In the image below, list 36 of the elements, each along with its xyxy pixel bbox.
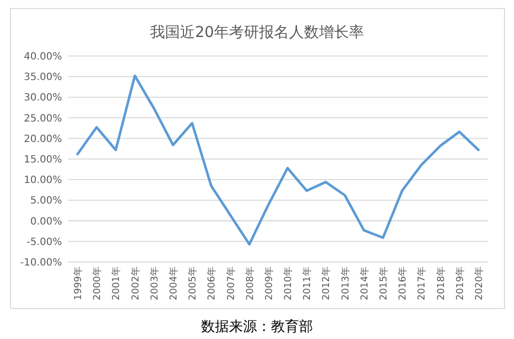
x-tick-label: 2004年 [168,266,180,300]
y-tick-label: 15.00% [24,154,62,166]
x-tick-label: 2000年 [91,266,104,300]
x-tick-label: 2005年 [186,266,199,300]
x-tick-label: 2003年 [148,266,160,300]
x-tick-label: 2012年 [320,266,332,300]
y-tick-label: 0.00% [30,216,62,228]
y-tick-label: 35.00% [24,72,62,84]
x-tick-label: 2008年 [244,266,256,300]
line-series [76,74,480,246]
x-tick-label: 2011年 [301,266,314,300]
y-tick-label: 5.00% [30,196,62,207]
x-tick-label: 2020年 [472,266,485,300]
source-note: 数据来源：教育部 [201,318,313,335]
x-tick-label: 2001年 [110,266,122,300]
x-tick-label: 2018年 [434,266,447,300]
x-tick-label: 2009年 [262,266,275,300]
x-tick-label: 2002年 [129,266,142,300]
y-tick-label: 10.00% [24,175,62,186]
x-tick-label: 2019年 [454,266,466,300]
y-tick-label: 25.00% [24,113,62,124]
x-tick-label: 2016年 [396,266,409,300]
x-tick-label: 2017年 [416,266,428,300]
x-tick-label: 2014年 [358,266,370,300]
x-tick-label: 2013年 [339,266,352,300]
y-tick-label: -5.00% [26,236,62,248]
chart-title: 我国近20年考研报名人数增长率 [150,23,364,41]
y-tick-label: 20.00% [24,134,62,145]
x-tick-label: 1999年 [72,266,84,300]
y-tick-label: 40.00% [24,52,62,62]
x-tick-label: 2010年 [282,266,294,300]
y-tick-label: 30.00% [24,92,62,104]
x-tick-label: 2006年 [206,266,218,300]
x-tick-label: 2007年 [224,266,237,300]
y-tick-label: -10.00% [20,258,62,268]
x-tick-label: 2015年 [378,266,390,300]
